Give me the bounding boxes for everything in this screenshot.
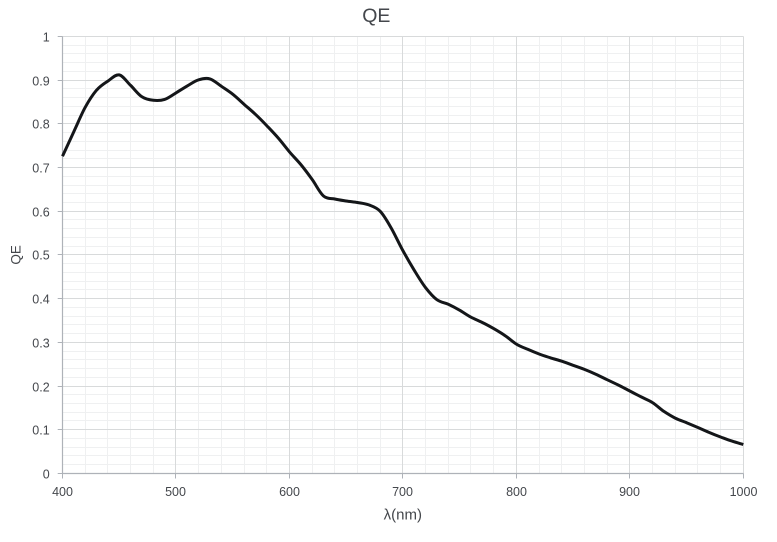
- svg-text:0.8: 0.8: [32, 117, 49, 131]
- svg-text:0.1: 0.1: [32, 423, 49, 437]
- svg-text:0.7: 0.7: [32, 161, 49, 175]
- svg-text:400: 400: [52, 485, 73, 499]
- svg-text:500: 500: [165, 485, 186, 499]
- svg-text:0.3: 0.3: [32, 336, 49, 350]
- svg-text:1000: 1000: [730, 485, 758, 499]
- svg-text:0.6: 0.6: [32, 205, 49, 219]
- svg-text:QE: QE: [9, 245, 24, 265]
- svg-text:0: 0: [43, 467, 50, 481]
- svg-text:600: 600: [279, 485, 300, 499]
- svg-text:0.2: 0.2: [32, 380, 49, 394]
- svg-text:900: 900: [619, 485, 640, 499]
- svg-text:QE: QE: [362, 5, 390, 27]
- svg-text:800: 800: [506, 485, 527, 499]
- svg-text:λ(nm): λ(nm): [384, 507, 422, 524]
- svg-text:0.9: 0.9: [32, 74, 49, 88]
- svg-text:0.5: 0.5: [32, 248, 49, 262]
- svg-text:1: 1: [43, 30, 50, 44]
- svg-text:0.4: 0.4: [32, 292, 49, 306]
- svg-text:700: 700: [392, 485, 413, 499]
